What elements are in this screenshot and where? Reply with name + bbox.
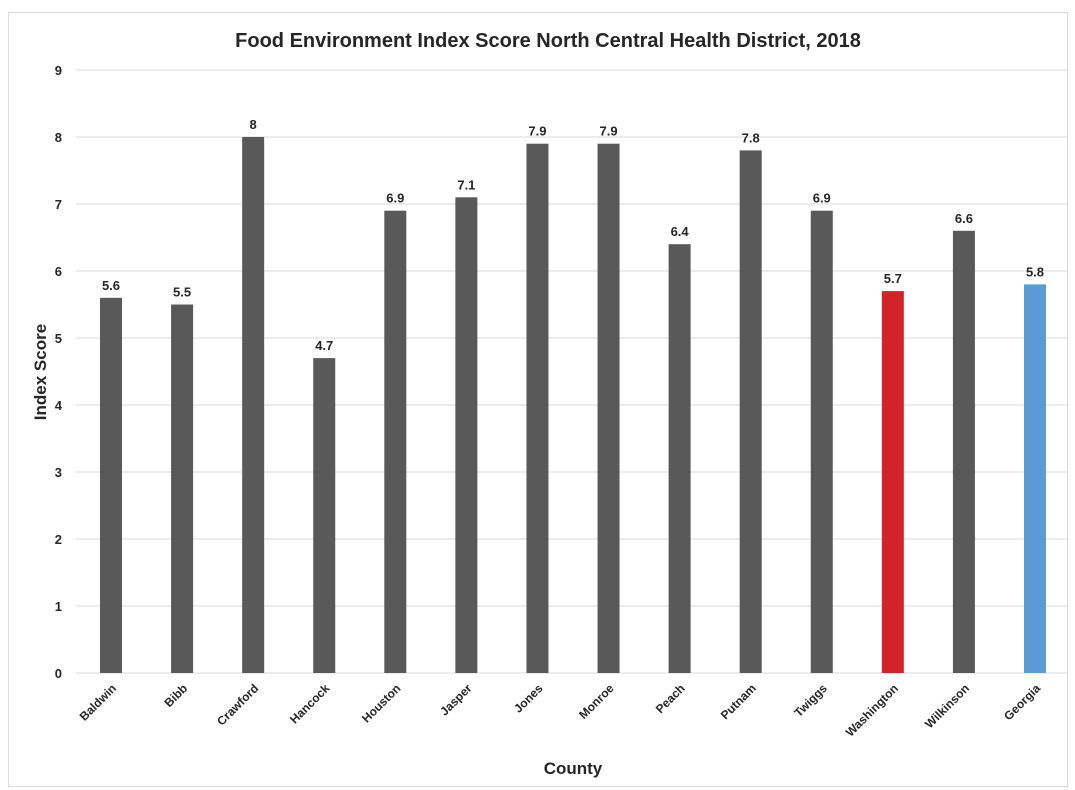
x-tick-label: Twiggs	[791, 681, 830, 720]
y-axis-title: Index Score	[31, 324, 50, 420]
data-label: 4.7	[315, 338, 333, 353]
y-tick-label: 6	[55, 264, 62, 279]
data-label: 8	[250, 117, 257, 132]
data-labels: 5.6 5.5 8 4.7 6.9 7.1 7.9 7.9 6.4 7.8 6.9 5.7 6.6 5.8	[102, 117, 1044, 353]
y-axis-ticks: 0 1 2 3 4 5 6 7 8 9	[55, 63, 63, 681]
bar-bibb	[171, 304, 194, 673]
x-tick-label: Putnam	[718, 681, 759, 722]
x-tick-label: Hancock	[287, 681, 333, 727]
y-tick-label: 7	[55, 197, 62, 212]
x-tick-label: Monroe	[576, 681, 617, 722]
chart-title: Food Environment Index Score North Centr…	[235, 30, 861, 52]
bar-putnam	[739, 150, 762, 673]
bar-jasper	[455, 197, 478, 674]
data-label: 7.1	[457, 177, 475, 192]
data-label: 7.9	[528, 124, 546, 139]
x-tick-label: Crawford	[214, 681, 261, 728]
x-tick-label: Wilkinson	[922, 681, 972, 731]
bar-georgia	[1024, 284, 1046, 673]
data-label: 7.8	[742, 130, 760, 145]
bar-washington	[881, 291, 904, 673]
y-tick-label: 0	[55, 666, 62, 681]
bar-monroe	[597, 143, 620, 673]
x-tick-label: Jones	[511, 681, 546, 716]
data-label: 5.5	[173, 285, 191, 300]
bars	[100, 137, 1046, 674]
y-tick-label: 9	[55, 63, 62, 78]
x-axis-title: County	[544, 759, 603, 778]
bar-twiggs	[810, 210, 833, 673]
x-tick-label: Houston	[359, 681, 403, 725]
y-tick-label: 2	[55, 532, 62, 547]
data-label: 6.6	[955, 211, 973, 226]
data-label: 7.9	[599, 124, 617, 139]
x-axis-ticks: Baldwin Bibb Crawford Hancock Houston Jasper J…	[77, 681, 1044, 739]
x-tick-label: Bibb	[161, 681, 190, 710]
data-label: 5.7	[884, 271, 902, 286]
data-label: 5.8	[1026, 264, 1044, 279]
gridlines	[76, 69, 1068, 674]
x-tick-label: Baldwin	[77, 681, 119, 723]
bar-crawford	[242, 137, 265, 673]
data-label: 5.6	[102, 278, 120, 293]
x-tick-label: Peach	[653, 681, 688, 716]
x-tick-label: Washington	[843, 681, 901, 739]
x-tick-label: Georgia	[1001, 681, 1043, 723]
bar-jones	[526, 143, 549, 673]
bar-peach	[668, 244, 691, 673]
bar-baldwin	[100, 297, 122, 673]
bar-houston	[384, 210, 407, 673]
x-tick-label: Jasper	[437, 681, 474, 718]
data-label: 6.9	[813, 191, 831, 206]
y-tick-label: 5	[55, 331, 62, 346]
bar-wilkinson	[952, 230, 975, 674]
y-tick-label: 8	[55, 130, 62, 145]
y-tick-label: 4	[55, 398, 63, 413]
bar-hancock	[313, 358, 336, 673]
data-label: 6.4	[671, 224, 690, 239]
y-tick-label: 1	[55, 599, 62, 614]
y-tick-label: 3	[55, 465, 62, 480]
data-label: 6.9	[386, 191, 404, 206]
